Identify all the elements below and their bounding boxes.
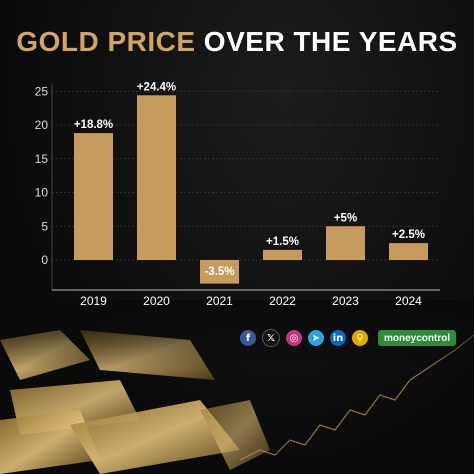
y-tick-label: 5 xyxy=(41,219,48,233)
x-tick-label-2024: 2024 xyxy=(395,294,422,308)
y-tick-label: 25 xyxy=(35,84,49,98)
x-tick-label-2023: 2023 xyxy=(332,294,359,308)
instagram-icon[interactable]: ◎ xyxy=(286,330,302,346)
data-label-2023: +5% xyxy=(334,212,357,224)
gold-bars-background xyxy=(0,300,474,474)
page-title: GOLD PRICE OVER THE YEARS xyxy=(0,26,474,58)
social-bar: f 𝕏 ◎ ➤ in ⚲ moneycontrol xyxy=(240,329,457,347)
y-tick-label: 15 xyxy=(35,152,49,166)
data-label-2020: +24.4% xyxy=(137,81,176,93)
data-label-2021: -3.5% xyxy=(204,266,234,278)
data-label-2024: +2.5% xyxy=(392,229,425,241)
x-tick-label-2019: 2019 xyxy=(80,294,107,308)
data-label-2022: +1.5% xyxy=(266,236,299,248)
bar-2021 xyxy=(200,260,239,284)
telegram-icon[interactable]: ➤ xyxy=(308,330,324,346)
title-part-gold: GOLD PRICE xyxy=(16,26,196,57)
bar-2019 xyxy=(74,133,113,260)
y-tick-label: 20 xyxy=(35,118,49,132)
bar-2024 xyxy=(389,243,428,260)
x-tick-label-2021: 2021 xyxy=(206,294,233,308)
facebook-icon[interactable]: f xyxy=(240,330,256,346)
bar-2022 xyxy=(263,249,302,260)
x-tick-label-2020: 2020 xyxy=(143,294,170,308)
y-tick-label: 10 xyxy=(35,186,49,200)
title-part-white: OVER THE YEARS xyxy=(195,26,458,57)
bar-2023 xyxy=(326,226,365,260)
link-icon[interactable]: ⚲ xyxy=(352,330,368,346)
brand-logo: moneycontrol xyxy=(378,330,457,346)
x-icon[interactable]: 𝕏 xyxy=(262,329,280,347)
bar-2020 xyxy=(137,95,176,260)
linkedin-icon[interactable]: in xyxy=(330,330,346,346)
y-tick-label: 0 xyxy=(41,253,48,267)
x-tick-label-2022: 2022 xyxy=(269,294,296,308)
data-label-2019: +18.8% xyxy=(74,119,113,131)
